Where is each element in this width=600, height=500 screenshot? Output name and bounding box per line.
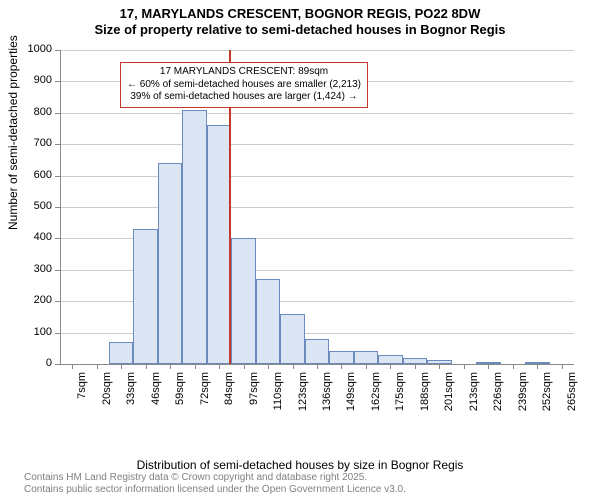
x-tick-label: 201sqm (443, 372, 455, 416)
x-tick-label: 162sqm (370, 372, 382, 416)
gridline (60, 50, 574, 51)
y-tick-label: 1000 (18, 43, 52, 55)
x-tick-label: 110sqm (272, 372, 284, 416)
histogram-bar (158, 163, 182, 364)
x-tick-label: 149sqm (345, 372, 357, 416)
annotation-line: 39% of semi-detached houses are larger (… (127, 91, 361, 104)
y-tick-label: 300 (18, 263, 52, 275)
histogram-bar (133, 229, 157, 364)
chart-title-main: 17, MARYLANDS CRESCENT, BOGNOR REGIS, PO… (0, 6, 600, 21)
x-tick-label: 175sqm (394, 372, 406, 416)
y-tick-label: 0 (18, 357, 52, 369)
x-tick-label: 33sqm (125, 372, 137, 416)
y-tick-label: 800 (18, 106, 52, 118)
gridline (60, 144, 574, 145)
y-tick-label: 600 (18, 169, 52, 181)
x-tick-label: 72sqm (199, 372, 211, 416)
x-tick-label: 123sqm (297, 372, 309, 416)
annotation-line: 17 MARYLANDS CRESCENT: 89sqm (127, 66, 361, 79)
annotation-line: ← 60% of semi-detached houses are smalle… (127, 79, 361, 92)
y-tick-label: 500 (18, 200, 52, 212)
histogram-bar (256, 279, 280, 364)
x-tick-label: 188sqm (419, 372, 431, 416)
histogram-bar (305, 339, 329, 364)
x-axis-line (60, 364, 574, 365)
gridline (60, 176, 574, 177)
gridline (60, 207, 574, 208)
x-tick-label: 265sqm (566, 372, 578, 416)
histogram-bar (378, 355, 402, 364)
x-tick-label: 252sqm (541, 372, 553, 416)
y-tick-label: 200 (18, 294, 52, 306)
histogram-bar (354, 351, 378, 364)
reference-annotation: 17 MARYLANDS CRESCENT: 89sqm← 60% of sem… (120, 62, 368, 108)
x-tick-label: 213sqm (468, 372, 480, 416)
x-tick-label: 84sqm (223, 372, 235, 416)
x-tick-label: 239sqm (517, 372, 529, 416)
x-tick-label: 59sqm (174, 372, 186, 416)
x-tick-label: 97sqm (248, 372, 260, 416)
x-tick-label: 136sqm (321, 372, 333, 416)
footer-line-1: Contains HM Land Registry data © Crown c… (24, 472, 406, 484)
gridline (60, 113, 574, 114)
chart-title-sub: Size of property relative to semi-detach… (0, 22, 600, 37)
histogram-bar (329, 351, 353, 364)
x-tick-label: 7sqm (76, 372, 88, 416)
chart-area: 010020030040050060070080090010007sqm20sq… (52, 44, 580, 424)
chart-title-block: 17, MARYLANDS CRESCENT, BOGNOR REGIS, PO… (0, 0, 600, 37)
x-tick-label: 46sqm (150, 372, 162, 416)
histogram-bar (231, 238, 255, 364)
y-tick-label: 700 (18, 137, 52, 149)
histogram-bar (182, 110, 206, 364)
y-axis-line (60, 50, 61, 364)
plot-area: 010020030040050060070080090010007sqm20sq… (52, 44, 580, 424)
x-axis-label: Distribution of semi-detached houses by … (0, 458, 600, 472)
x-tick-label: 20sqm (101, 372, 113, 416)
footer-credits: Contains HM Land Registry data © Crown c… (24, 472, 406, 496)
histogram-bar (280, 314, 304, 364)
histogram-bar (109, 342, 133, 364)
y-tick-label: 900 (18, 74, 52, 86)
footer-line-2: Contains public sector information licen… (24, 484, 406, 496)
x-tick-label: 226sqm (492, 372, 504, 416)
y-tick-label: 100 (18, 326, 52, 338)
y-tick-label: 400 (18, 231, 52, 243)
